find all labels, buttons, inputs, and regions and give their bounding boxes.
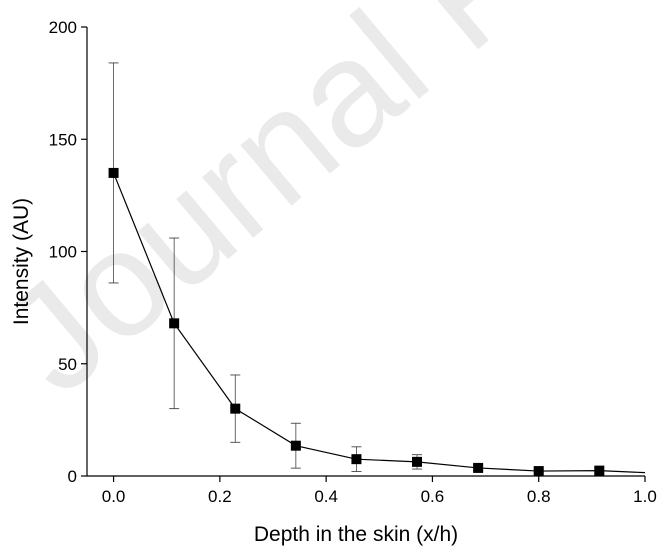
- data-point: [412, 456, 423, 467]
- y-tick-label: 200: [49, 18, 77, 37]
- x-tick-label: 0.6: [421, 487, 445, 506]
- x-tick-label: 0.0: [102, 487, 126, 506]
- y-tick-label: 100: [49, 243, 77, 262]
- y-tick-label: 0: [68, 467, 77, 486]
- x-tick-label: 0.2: [208, 487, 232, 506]
- y-axis-title: Intensity (AU): [10, 198, 33, 325]
- plot-area: [108, 62, 646, 477]
- data-point: [473, 462, 484, 473]
- data-point: [533, 466, 544, 477]
- data-point: [594, 465, 605, 476]
- x-tick-label: 1.0: [633, 487, 657, 506]
- series-line: [113, 172, 646, 474]
- y-tick-label: 50: [58, 355, 77, 374]
- x-tick-label: 0.8: [527, 487, 551, 506]
- x-tick-label: 0.4: [314, 487, 338, 506]
- y-tick-label: 150: [49, 130, 77, 149]
- watermark-text: Journal Pre-proof: [0, 0, 661, 425]
- data-point: [108, 167, 119, 178]
- axes: 0 50 100 150 200 0.0 0.2 0.4 0.6 0.8 1.0: [49, 18, 657, 506]
- data-point: [169, 318, 180, 329]
- data-point: [351, 454, 362, 465]
- data-point: [290, 440, 301, 451]
- data-point: [230, 403, 241, 414]
- x-axis-title: Depth in the skin (x/h): [254, 523, 458, 546]
